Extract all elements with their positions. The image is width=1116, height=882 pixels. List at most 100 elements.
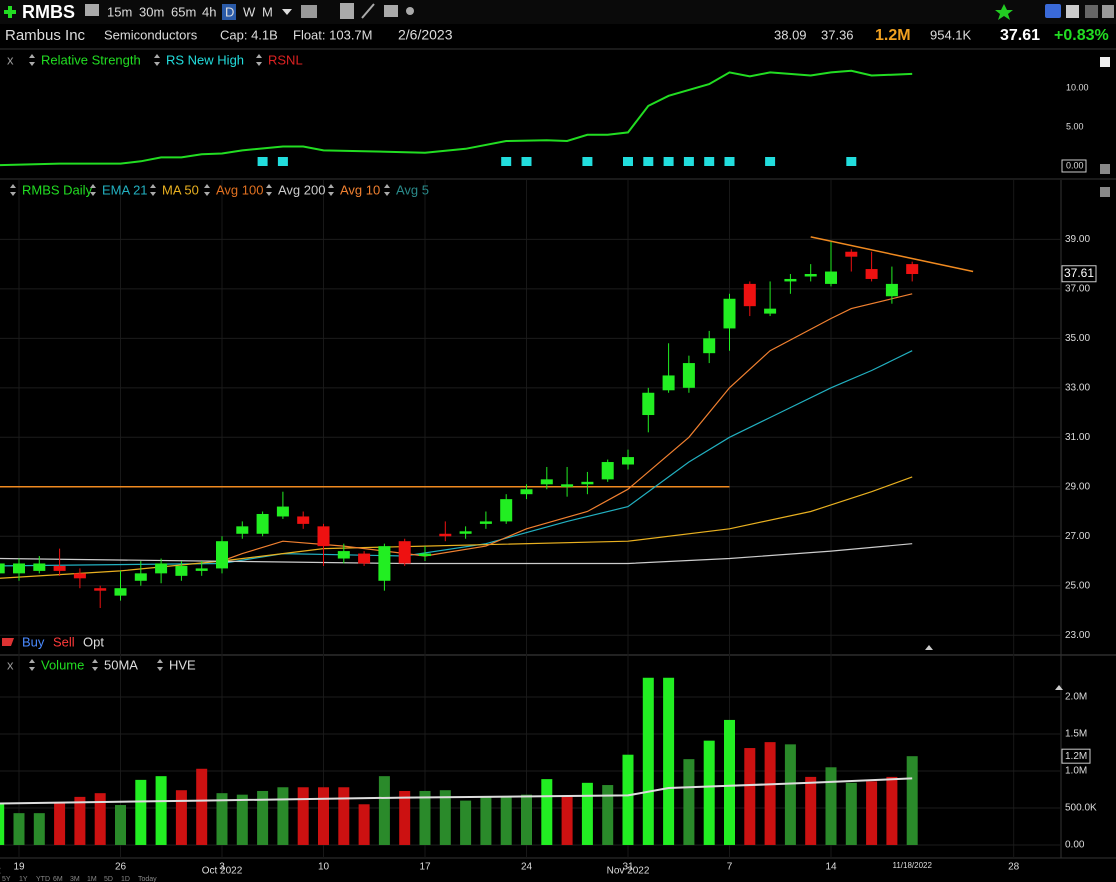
share-icon[interactable] (406, 7, 414, 15)
volume-bar (825, 767, 837, 845)
close-pane[interactable]: x (7, 52, 14, 67)
s-icon[interactable] (1045, 4, 1061, 18)
new-high-marker (623, 157, 633, 166)
candle-body (906, 264, 919, 275)
new-high-marker (704, 157, 715, 166)
order-button[interactable]: Buy (22, 634, 45, 649)
candle-body (53, 565, 66, 571)
candle-body (581, 481, 594, 485)
candle-body (703, 338, 716, 354)
pane-menu[interactable] (1100, 164, 1110, 174)
range-button[interactable]: 1D (121, 876, 130, 882)
y-tick-label: 0.00 (1066, 160, 1084, 170)
window-icon[interactable] (1085, 5, 1098, 18)
period-label: Oct 2022 (202, 866, 243, 877)
volume: 1.2M (875, 27, 911, 44)
legend-item[interactable]: Avg 5 (396, 182, 429, 197)
order-button[interactable]: Sell (53, 634, 75, 649)
volume-bar (460, 800, 472, 845)
timeframe[interactable]: 4h (202, 4, 216, 19)
y-tick-label: 31.00 (1065, 432, 1090, 443)
candle-body (865, 269, 878, 279)
legend-item[interactable]: Avg 200 (278, 182, 325, 197)
new-high-marker (724, 157, 735, 166)
range-button[interactable]: 5D (104, 876, 113, 882)
legend-item[interactable]: EMA 21 (102, 182, 148, 197)
close-icon[interactable] (1102, 5, 1114, 18)
legend-item[interactable]: Avg 10 (340, 182, 380, 197)
y-tick-label: 5.00 (1066, 121, 1084, 131)
range-button[interactable]: 3M (70, 876, 80, 882)
candle-body (479, 521, 492, 524)
volume-bar (602, 785, 614, 845)
x-tick-label: 10 (318, 862, 330, 873)
settings-icon[interactable] (85, 4, 99, 16)
candle-body (419, 553, 431, 557)
order-icon (2, 638, 14, 646)
timeframe[interactable]: D (225, 4, 234, 19)
y-tick-label: 25.00 (1065, 580, 1090, 591)
legend-item[interactable]: Avg 100 (216, 182, 263, 197)
quote-date: 2/6/2023 (398, 27, 453, 43)
order-button[interactable]: Opt (83, 634, 104, 649)
y-tick-label: 10.00 (1066, 82, 1089, 92)
range-button[interactable]: 1M (87, 876, 97, 882)
save-icon[interactable] (1066, 5, 1079, 18)
symbol[interactable]: RMBS (22, 2, 75, 22)
range-button[interactable]: 5Y (2, 876, 11, 882)
candle-body (845, 251, 858, 257)
volume-bar (54, 802, 66, 845)
dropdown[interactable] (282, 9, 292, 15)
add-icon[interactable] (4, 6, 16, 18)
timeframe[interactable]: 15m (107, 4, 132, 19)
scroll-marker[interactable] (925, 645, 933, 650)
study-line (221, 293, 913, 562)
legend-item[interactable]: HVE (169, 657, 196, 672)
y-tick-label: 500.0K (1065, 803, 1097, 814)
pane-menu[interactable] (1100, 187, 1110, 197)
timeframe[interactable]: 30m (139, 4, 164, 19)
pane-menu[interactable] (1100, 57, 1110, 67)
timeframe[interactable]: M (262, 4, 273, 19)
volume-bar (521, 794, 532, 845)
legend-item[interactable]: RS New High (166, 52, 244, 67)
y-tick-label: 39.00 (1065, 234, 1090, 245)
legend-item[interactable]: Relative Strength (41, 52, 141, 67)
legend-item[interactable]: Volume (41, 657, 84, 672)
legend-item[interactable]: MA 50 (162, 182, 199, 197)
range-button[interactable]: Today (138, 876, 157, 882)
candle-body (662, 375, 675, 391)
legend-item[interactable]: 50MA (104, 657, 138, 672)
scroll-marker[interactable] (1055, 685, 1063, 690)
close-pane[interactable]: x (7, 657, 14, 672)
volume-bar (257, 790, 269, 845)
new-high-marker (765, 157, 776, 166)
calc-icon[interactable] (340, 3, 354, 19)
tool-icon[interactable] (301, 5, 317, 18)
timeframe[interactable]: 65m (171, 4, 196, 19)
range-button[interactable]: 6M (53, 876, 63, 882)
x-tick-label: 24 (521, 862, 533, 873)
candle-body (195, 568, 208, 571)
legend-arrow (29, 54, 35, 66)
star-icon[interactable] (995, 4, 1013, 20)
volume-bar (663, 677, 675, 845)
candle-body (73, 573, 86, 579)
legend-item[interactable]: RSNL (268, 52, 303, 67)
volume-bar (805, 776, 817, 845)
active-timeframe (222, 4, 236, 20)
candle-body (764, 308, 777, 314)
candle-body (682, 363, 695, 388)
draw-icon[interactable] (361, 3, 375, 19)
x-tick-label: 7 (727, 862, 733, 873)
range-button[interactable]: 1Y (19, 876, 28, 882)
timeframe[interactable]: W (243, 4, 256, 19)
legend-item[interactable]: RMBS Daily (22, 182, 93, 197)
volume-bar (135, 779, 147, 845)
x-tick-label: 3 (219, 862, 225, 873)
volume-bar (318, 787, 329, 845)
range-button[interactable]: YTD (36, 876, 50, 882)
layout-icon[interactable] (384, 5, 398, 17)
